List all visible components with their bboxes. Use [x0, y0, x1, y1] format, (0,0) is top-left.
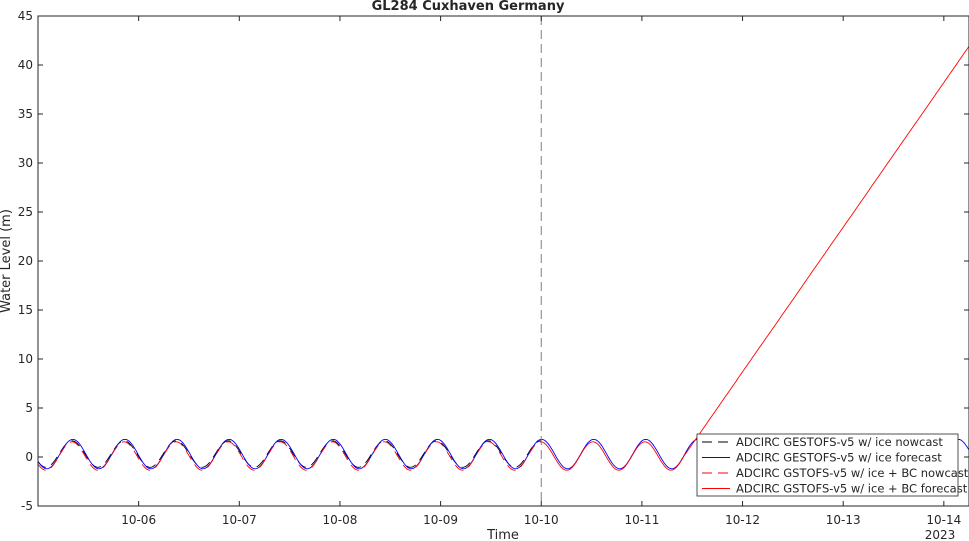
y-axis-ticks: -5 0 5 10 15 20 25 30 35 40 45: [18, 9, 969, 513]
x-tick-label: 10-10: [524, 513, 559, 527]
legend-label-1: ADCIRC GESTOFS-v5 w/ ice nowcast: [736, 435, 943, 449]
series-line-3: [37, 441, 542, 471]
legend-label-3: ADCIRC GSTOFS-v5 w/ ice + BC nowcast: [736, 466, 969, 480]
x-axis-ticks: 10-06 10-07 10-08 10-09 10-10 10-11 10-12 10-13…: [121, 16, 961, 527]
legend-label-2: ADCIRC GESTOFS-v5 w/ ice forecast: [736, 451, 942, 465]
y-tick-label: 35: [18, 107, 33, 121]
legend: ADCIRC GESTOFS-v5 w/ ice nowcast ADCIRC G…: [696, 433, 969, 497]
y-tick-label: 0: [25, 450, 33, 464]
x-tick-label: 10-07: [222, 513, 257, 527]
series-line-4: [541, 46, 969, 471]
x-tick-label: 10-08: [323, 513, 358, 527]
y-tick-label: 20: [18, 254, 33, 268]
y-tick-label: -5: [21, 499, 33, 513]
x-axis-label: Time: [486, 528, 519, 541]
y-axis-label: Water Level (m): [0, 209, 14, 313]
y-tick-label: 15: [18, 303, 33, 317]
x-tick-label: 10-13: [826, 513, 861, 527]
x-tick-label: 10-12: [725, 513, 760, 527]
legend-label-4: ADCIRC GSTOFS-v5 w/ ice + BC forecast: [736, 482, 968, 496]
y-tick-label: 10: [18, 352, 33, 366]
x-tick-label: 10-14: [926, 513, 961, 527]
y-tick-label: 30: [18, 156, 33, 170]
x-axis-year-label: 2023: [925, 528, 956, 541]
plot-background: [38, 16, 969, 506]
chart-title: GL284 Cuxhaven Germany: [372, 0, 565, 14]
legend-box: [696, 433, 959, 497]
legend-items: ADCIRC GESTOFS-v5 w/ ice nowcast ADCIRC G…: [702, 435, 969, 496]
y-tick-label: 25: [18, 205, 33, 219]
y-tick-label: 5: [25, 401, 33, 415]
y-tick-label: 40: [18, 58, 33, 72]
y-tick-label: 45: [18, 9, 33, 23]
x-tick-label: 10-09: [423, 513, 458, 527]
series-line-1: [37, 440, 542, 468]
x-tick-label: 10-11: [624, 513, 659, 527]
x-tick-label: 10-06: [121, 513, 156, 527]
